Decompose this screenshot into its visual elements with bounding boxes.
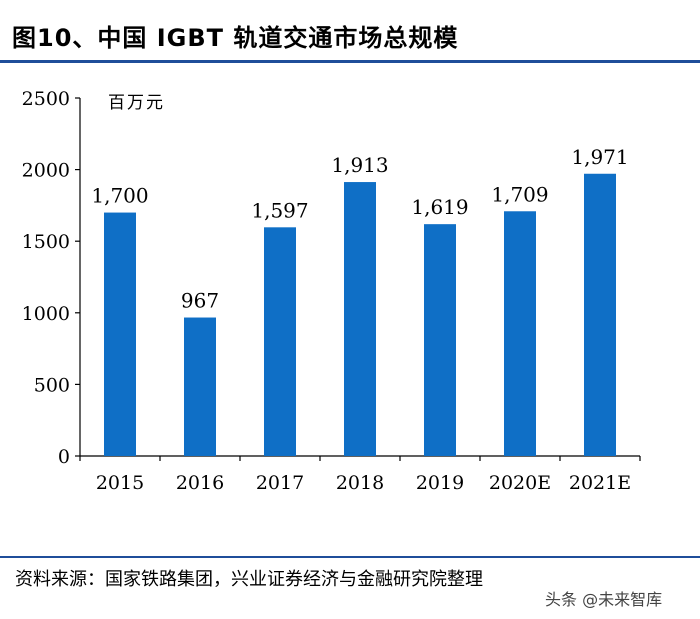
bar bbox=[424, 224, 456, 456]
bar-value-label: 1,619 bbox=[411, 195, 468, 219]
bar bbox=[584, 173, 616, 456]
bar bbox=[264, 227, 296, 456]
y-tick-label: 500 bbox=[34, 374, 70, 396]
bar bbox=[344, 182, 376, 456]
x-tick-label: 2020E bbox=[489, 472, 551, 494]
bar-value-label: 967 bbox=[181, 289, 219, 313]
unit-label: 百万元 bbox=[108, 93, 165, 113]
y-tick-label: 0 bbox=[58, 446, 70, 468]
y-tick-label: 2000 bbox=[22, 160, 70, 182]
x-tick-label: 2019 bbox=[416, 472, 464, 494]
source-note: 资料来源：国家铁路集团，兴业证券经济与金融研究院整理 bbox=[15, 569, 483, 590]
bar-value-label: 1,597 bbox=[251, 198, 308, 222]
y-tick-label: 2500 bbox=[22, 88, 70, 110]
bar-value-label: 1,913 bbox=[331, 153, 388, 177]
x-tick-label: 2016 bbox=[176, 472, 224, 494]
figure-title: 图10、中国 IGBT 轨道交通市场总规模 bbox=[12, 24, 459, 52]
bar bbox=[184, 317, 216, 456]
bar-value-label: 1,971 bbox=[571, 145, 628, 169]
source-rule bbox=[0, 556, 700, 558]
x-tick-label: 2015 bbox=[96, 472, 144, 494]
bar-value-label: 1,700 bbox=[91, 184, 148, 208]
x-tick-label: 2018 bbox=[336, 472, 384, 494]
watermark: 头条 @未来智库 bbox=[545, 590, 663, 609]
bar-chart: 0 500 1000 1500 2000 2500 百万元 1,700 2015 967 2016 1… bbox=[22, 88, 641, 494]
bar-value-label: 1,709 bbox=[491, 182, 548, 206]
x-tick-label: 2021E bbox=[569, 472, 631, 494]
y-tick-label: 1000 bbox=[22, 303, 70, 325]
x-tick-label: 2017 bbox=[256, 472, 304, 494]
bar bbox=[504, 211, 536, 456]
bar bbox=[104, 212, 136, 456]
title-rule bbox=[0, 60, 700, 63]
y-tick-label: 1500 bbox=[22, 231, 70, 253]
